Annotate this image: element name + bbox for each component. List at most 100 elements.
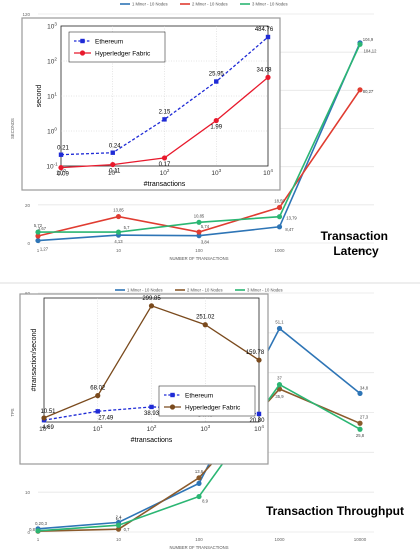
data-point bbox=[357, 390, 363, 396]
x-tick-label: 10 bbox=[116, 248, 122, 253]
data-label: 104,9 bbox=[363, 37, 374, 42]
data-point bbox=[357, 87, 363, 93]
throughput-inset-chart: 100 101 102 103 104#transactions#transaction… bbox=[19, 293, 269, 465]
inset-legend-marker bbox=[80, 38, 85, 44]
y-tick-label: 20 bbox=[25, 203, 31, 208]
legend: 1 Miner - 10 Nodes 2 Miner - 10 Nodes 3 Mi… bbox=[120, 2, 288, 7]
data-label: 13,85 bbox=[113, 208, 124, 213]
inset-legend-label: Hyperledger Fabric bbox=[95, 51, 151, 58]
data-label: 51,1 bbox=[275, 319, 284, 324]
data-label: 3,84 bbox=[201, 240, 210, 245]
inset-x-tick-label-exp: 3 bbox=[219, 168, 222, 173]
inset-data-label: 0.24 bbox=[109, 144, 121, 150]
inset-data-label: 1.99 bbox=[210, 125, 222, 131]
inset-data-label: 38.93 bbox=[144, 411, 160, 417]
data-label: 0,3 bbox=[41, 521, 47, 526]
data-label: 5,72 bbox=[34, 223, 43, 228]
inset-data-point bbox=[265, 34, 271, 40]
inset-y-tick-label: 101 bbox=[47, 92, 57, 101]
inset-data-label: 159.78 bbox=[246, 350, 265, 356]
inset-x-tick-label-exp: 2 bbox=[154, 424, 157, 429]
inset-data-point bbox=[214, 79, 219, 84]
data-point bbox=[276, 224, 283, 230]
inset-y-tick-label-exp: 0 bbox=[54, 127, 57, 132]
data-point bbox=[35, 229, 41, 235]
data-point bbox=[35, 233, 41, 239]
inset-x-axis-label: #transactions bbox=[131, 437, 173, 444]
inset-legend-label: Ethereum bbox=[185, 393, 213, 400]
data-point bbox=[357, 41, 363, 47]
inset-y-tick-label-exp: 3 bbox=[54, 22, 57, 27]
inset-data-point bbox=[95, 409, 100, 414]
inset-data-point bbox=[41, 415, 47, 421]
inset-data-label: 2.15 bbox=[159, 109, 171, 115]
data-label: 5,7 bbox=[124, 225, 130, 230]
inset-x-tick-label-exp: 2 bbox=[167, 168, 170, 173]
data-point bbox=[276, 382, 283, 388]
inset-x-axis-label: #transactions bbox=[144, 181, 186, 188]
inset-legend: Ethereum Hyperledger Fabric bbox=[68, 31, 166, 63]
latency-label-line-2: Latency bbox=[333, 244, 379, 258]
data-point bbox=[115, 229, 122, 235]
inset-data-point bbox=[58, 152, 64, 157]
data-label: 80,27 bbox=[363, 89, 374, 94]
inset-x-tick-label: 103 bbox=[200, 424, 210, 433]
data-point bbox=[35, 528, 41, 534]
data-point bbox=[357, 420, 363, 426]
data-label: 0,7 bbox=[124, 527, 130, 532]
inset-data-point bbox=[110, 161, 116, 168]
y-axis-label: TPS bbox=[10, 408, 15, 416]
latency-panel-label: Transaction Latency bbox=[321, 229, 392, 258]
data-label: 25,8 bbox=[356, 433, 365, 438]
legend-label: 1 Miner - 10 Nodes bbox=[127, 288, 163, 293]
data-label: 27,3 bbox=[360, 414, 369, 419]
data-label: 10,85 bbox=[194, 213, 205, 218]
data-label: 3,67 bbox=[38, 226, 47, 231]
inset-data-point bbox=[162, 117, 167, 122]
x-tick-label: 100 bbox=[195, 537, 203, 542]
inset-data-label: 34.08 bbox=[256, 67, 272, 73]
inset-data-point bbox=[148, 303, 155, 309]
inset-data-point bbox=[256, 411, 262, 417]
inset-x-tick-label: 101 bbox=[93, 424, 103, 433]
inset-y-tick-label-exp: -1 bbox=[54, 162, 59, 167]
throughput-panel-label: Transaction Throughput bbox=[266, 504, 404, 518]
inset-y-tick-label-exp: 1 bbox=[54, 92, 57, 97]
inset-series-line bbox=[60, 36, 269, 156]
legend-label: 2 Miner - 10 Nodes bbox=[192, 2, 228, 7]
inset-x-tick-label-exp: 0 bbox=[63, 168, 66, 173]
inset-x-tick-label-base: 10 bbox=[200, 426, 208, 433]
inset-y-tick-label: 10-1 bbox=[46, 162, 58, 171]
y-axis-label: SECONDS bbox=[10, 118, 15, 139]
y-tick-label: 120 bbox=[22, 12, 30, 17]
x-tick-label: 1000 bbox=[274, 537, 285, 542]
inset-legend-box bbox=[68, 31, 166, 63]
inset-data-point bbox=[149, 404, 154, 410]
data-point bbox=[115, 526, 122, 532]
data-point bbox=[115, 213, 122, 220]
inset-data-point bbox=[110, 150, 115, 155]
inset-legend-box bbox=[158, 385, 256, 417]
inset-x-tick-label-exp: 3 bbox=[208, 424, 211, 429]
inset-data-label: 27.49 bbox=[98, 415, 114, 421]
inset-legend: Ethereum Hyperledger Fabric bbox=[158, 385, 256, 417]
x-axis-label: NUMBER OF TRANSACTIONS bbox=[169, 545, 228, 550]
inset-x-tick-label-exp: 4 bbox=[261, 424, 264, 429]
inset-x-tick-label: 102 bbox=[160, 168, 170, 177]
y-tick-label: 0 bbox=[27, 241, 30, 246]
data-point bbox=[276, 204, 283, 211]
legend: 1 Miner - 10 Nodes 2 Miner - 10 Nodes 3 Mi… bbox=[115, 288, 283, 293]
inset-data-label: 299.85 bbox=[142, 296, 161, 302]
x-tick-label: 100 bbox=[195, 248, 203, 253]
data-label: 34,8 bbox=[360, 385, 369, 390]
data-point bbox=[35, 237, 41, 244]
inset-x-tick-label-base: 10 bbox=[254, 426, 262, 433]
inset-data-label: 4.69 bbox=[42, 425, 54, 431]
x-tick-label: 10000 bbox=[354, 537, 367, 542]
data-label: 35,9 bbox=[275, 394, 284, 399]
inset-x-tick-label-base: 10 bbox=[93, 426, 101, 433]
y-tick-label: 0 bbox=[27, 530, 30, 535]
inset-x-tick-label-exp: 0 bbox=[46, 424, 49, 429]
legend-label: 1 Miner - 10 Nodes bbox=[132, 2, 168, 7]
